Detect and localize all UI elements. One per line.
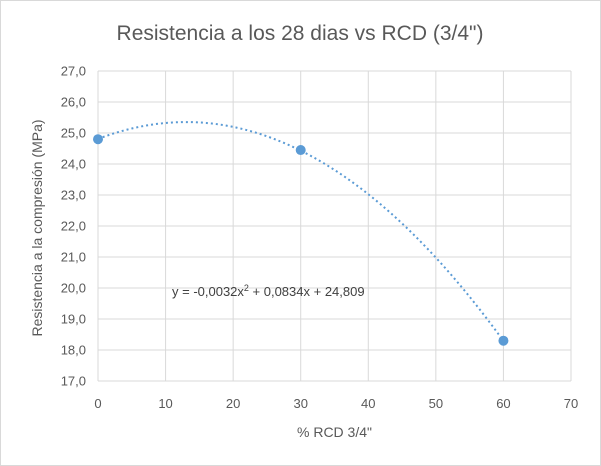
y-tick-label: 24,0 (61, 157, 86, 172)
y-axis-ticks: 17,0 18,0 19,0 20,0 21,0 22,0 23,0 24,0 25,0 26,0… (61, 64, 86, 389)
equation-suffix: + 0,0834x + 24,809 (249, 284, 365, 299)
data-point (295, 145, 306, 156)
y-tick-label: 26,0 (61, 95, 86, 110)
y-tick-label: 17,0 (61, 374, 86, 389)
x-tick-label: 20 (226, 396, 240, 411)
y-tick-label: 22,0 (61, 219, 86, 234)
y-tick-label: 25,0 (61, 126, 86, 141)
y-tick-label: 21,0 (61, 250, 86, 265)
x-tick-label: 60 (496, 396, 510, 411)
trendline-equation: y = -0,0032x2 + 0,0834x + 24,809 (172, 283, 365, 299)
y-tick-label: 20,0 (61, 281, 86, 296)
chart-title: Resistencia a los 28 dias vs RCD (3/4") (117, 22, 484, 45)
y-tick-label: 27,0 (61, 64, 86, 79)
x-tick-label: 10 (158, 396, 172, 411)
x-tick-label: 50 (429, 396, 443, 411)
x-tick-label: 30 (293, 396, 307, 411)
equation-prefix: y = -0,0032x (172, 284, 244, 299)
y-tick-label: 23,0 (61, 188, 86, 203)
x-tick-label: 0 (94, 396, 101, 411)
data-points (93, 134, 509, 346)
y-axis-label: Resistencia a la compresión (MPa) (29, 119, 45, 336)
x-axis-ticks: 0 10 20 30 40 50 60 70 (94, 396, 578, 411)
x-tick-label: 40 (361, 396, 375, 411)
data-point (498, 335, 509, 346)
equation-exponent: 2 (244, 283, 249, 293)
y-tick-label: 19,0 (61, 312, 86, 327)
x-axis-label: % RCD 3/4" (297, 424, 372, 440)
x-tick-label: 70 (564, 396, 578, 411)
data-point (93, 134, 103, 145)
y-tick-label: 18,0 (61, 343, 86, 358)
gridlines (97, 70, 572, 382)
